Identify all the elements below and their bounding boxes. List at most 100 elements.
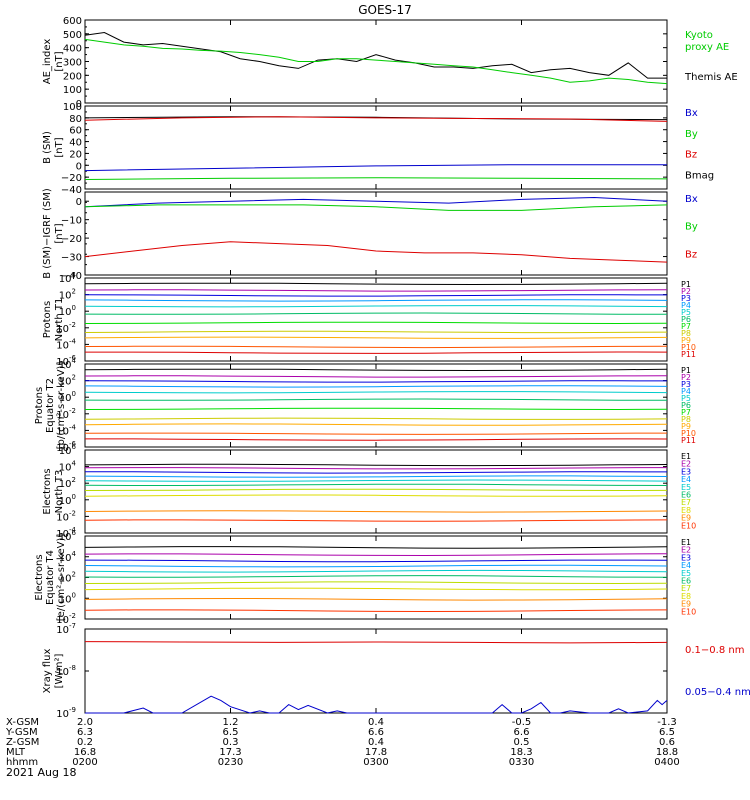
- legend-entry: 0.1−0.8 nm: [685, 645, 744, 656]
- series-p11: [85, 438, 668, 441]
- legend-entry: Themis AE: [684, 72, 738, 83]
- ylabel: Xray flux: [42, 649, 53, 694]
- series-e9: [84, 510, 668, 513]
- series-e8: [84, 494, 668, 497]
- panel-bigrf: −40 −30 −20 −10 0 B (SM)−IGRF (SM) [nT] Bx By Bz: [42, 188, 698, 282]
- ephem-value: 6.5: [223, 727, 239, 738]
- series-e3: [84, 559, 668, 563]
- ephem-value: 0300: [363, 757, 388, 768]
- ephem-value: 6.6: [368, 727, 384, 738]
- legend-entry: proxy AE: [685, 42, 729, 53]
- ephem-value: 0.4: [368, 717, 384, 728]
- ytick-label: 0: [76, 99, 82, 110]
- legend-e6: E6: [681, 491, 691, 500]
- ylabel: B (SM)−IGRF (SM): [42, 188, 53, 279]
- legend-p5: P5: [681, 394, 691, 403]
- series-e2: [84, 553, 668, 557]
- ytick-exponent: -6: [69, 440, 77, 448]
- ytick-exponent: 4: [72, 550, 77, 558]
- series-p7: [84, 407, 668, 411]
- legend-e5: E5: [681, 569, 691, 578]
- ytick-exponent: -2: [69, 321, 76, 329]
- ephem-value: 16.8: [74, 747, 96, 758]
- ytick-exponent: 2: [72, 288, 76, 296]
- series-e7: [84, 488, 668, 492]
- plot-date: 2021 Aug 18: [6, 766, 76, 779]
- series-p10: [84, 432, 668, 435]
- ytick-label: 80: [69, 114, 82, 125]
- legend-e8: E8: [681, 506, 691, 515]
- series-p1: [84, 282, 668, 286]
- legend-e7: E7: [681, 498, 691, 507]
- ephem-value: 17.8: [365, 747, 387, 758]
- ephem-label: Z-GSM: [6, 737, 39, 748]
- ytick-label: 0: [76, 161, 82, 172]
- ytick-exponent: -4: [69, 423, 77, 431]
- ytick-exponent: 2: [72, 374, 76, 382]
- ytick-exponent: -8: [69, 664, 76, 672]
- ylabel: [nT]: [54, 51, 65, 71]
- series-p11: [85, 351, 668, 354]
- legend-p10: P10: [681, 429, 696, 438]
- legend-p5: P5: [681, 308, 691, 317]
- legend-entry: 0.05−0.4 nm: [685, 687, 750, 698]
- series-p3: [84, 294, 668, 297]
- ylabel: Electrons: [42, 468, 53, 514]
- ytick-label: 200: [63, 71, 82, 82]
- series-e2: [84, 467, 668, 470]
- ytick-exponent: 0: [72, 304, 76, 312]
- ytick-label: −20: [61, 234, 82, 245]
- ephem-value: 0.5: [514, 737, 530, 748]
- ytick-label: −40: [61, 185, 82, 196]
- ephem-value: -1.3: [657, 717, 677, 728]
- ytick-exponent: 4: [72, 271, 77, 279]
- ytick-label: 10-9: [56, 706, 76, 720]
- legend-p8: P8: [681, 329, 691, 338]
- ephem-value: 6.3: [77, 727, 93, 738]
- ylabel: Electrons: [34, 554, 45, 600]
- legend-e1: E1: [681, 452, 691, 461]
- legend-entry: By: [685, 222, 698, 233]
- ytick-label: 100: [63, 85, 82, 96]
- ytick-exponent: -2: [69, 509, 76, 517]
- ylabel: B (SM): [42, 131, 53, 164]
- ephem-value: 0.3: [223, 737, 239, 748]
- series-by: [84, 177, 668, 180]
- series-p9: [84, 336, 668, 339]
- series-p8: [84, 417, 668, 420]
- ytick-label: −40: [61, 271, 82, 282]
- ylabel: Equator T4: [45, 550, 56, 605]
- ytick-label: 106: [59, 443, 77, 457]
- series-bx: [84, 196, 668, 208]
- ytick-label: 600: [63, 16, 82, 27]
- ytick-label: 100: [63, 102, 82, 113]
- ephem-value: 1.2: [223, 717, 239, 728]
- series-p2: [84, 289, 668, 292]
- legend-p7: P7: [681, 408, 691, 417]
- legend-e1: E1: [681, 538, 691, 547]
- series-p6: [84, 398, 668, 401]
- series-p5: [84, 305, 668, 308]
- legend-p11: P11: [681, 436, 696, 445]
- series-e5: [84, 569, 668, 573]
- legend-p7: P7: [681, 322, 691, 331]
- ytick-exponent: -2: [69, 612, 76, 620]
- ephem-label: X-GSM: [6, 717, 39, 728]
- ylabel: Protons: [42, 301, 53, 338]
- series-e8: [84, 587, 668, 591]
- legend-p10: P10: [681, 343, 696, 352]
- series-e7: [84, 581, 668, 585]
- ytick-exponent: 0: [72, 390, 76, 398]
- legend-p3: P3: [681, 380, 691, 389]
- ytick-exponent: 4: [72, 357, 77, 365]
- ytick-exponent: -4: [69, 337, 77, 345]
- ephem-value: 0230: [218, 757, 243, 768]
- legend-e2: E2: [681, 546, 691, 555]
- legend-p4: P4: [681, 301, 691, 310]
- ephem-value: 0400: [654, 757, 679, 768]
- series-e4: [84, 475, 668, 478]
